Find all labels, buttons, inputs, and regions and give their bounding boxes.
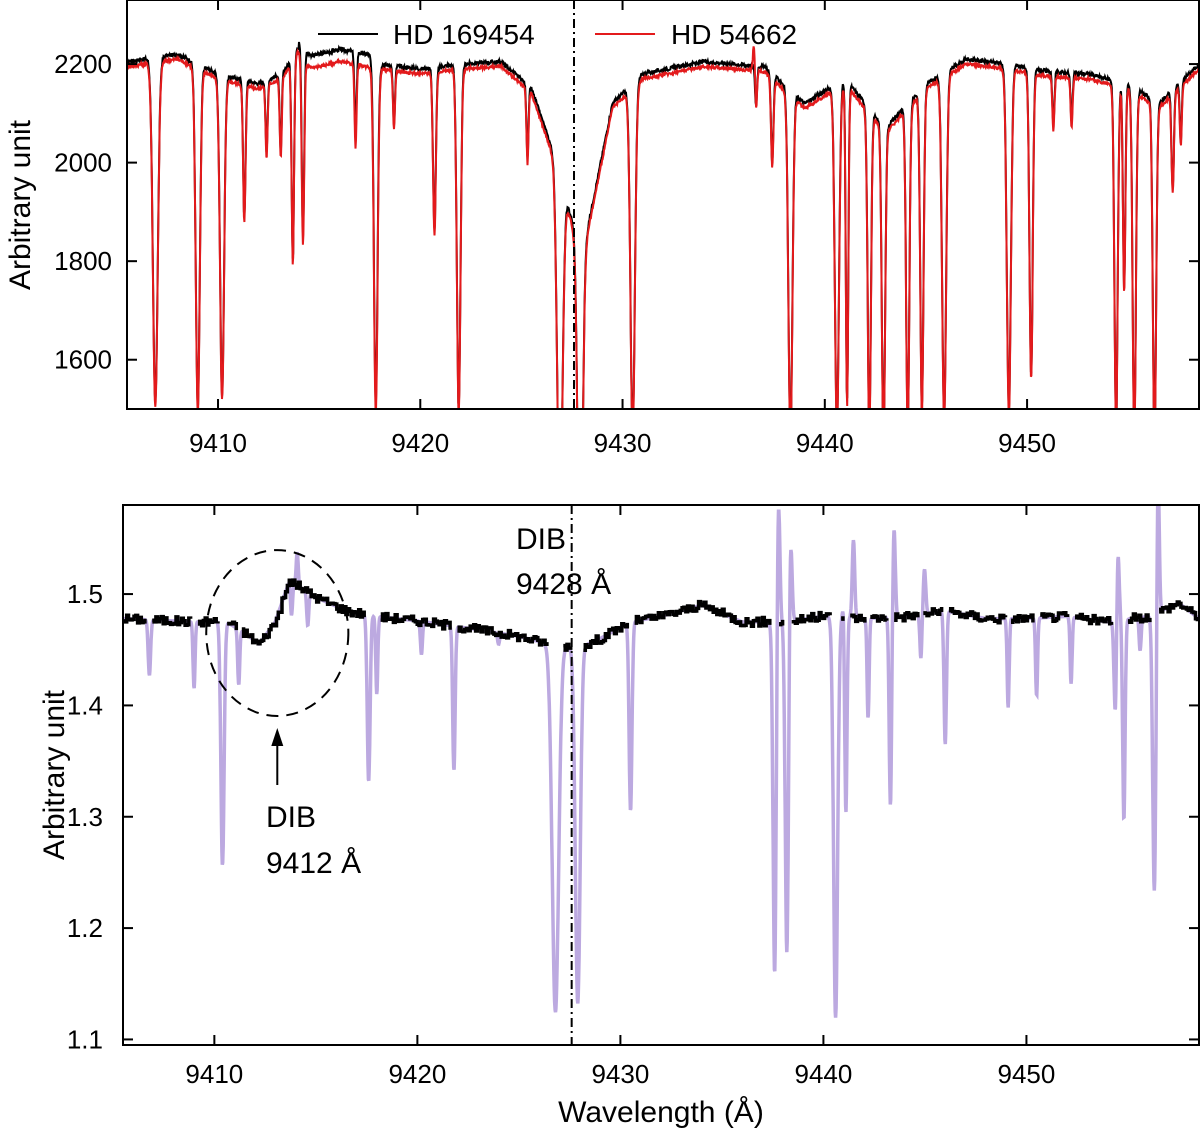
x-tick-label: 9430 (594, 428, 652, 458)
top-plot-area (127, 0, 1199, 409)
y-tick-label: 1.3 (67, 802, 103, 832)
x-tick-label: 9430 (591, 1059, 649, 1089)
bottom-divided-spectrum-line (123, 578, 1199, 652)
x-tick-label: 9420 (391, 428, 449, 458)
bottom-telluric-line (123, 505, 1199, 1018)
x-tick-label: 9450 (998, 1059, 1056, 1089)
dib-9412-circle (205, 549, 350, 717)
top-series-hd54662-line (127, 46, 1199, 409)
dib-9412-label-line1: DIB (266, 801, 316, 834)
y-tick-label: 1.2 (67, 913, 103, 943)
y-tick-label: 1.5 (67, 579, 103, 609)
x-tick-label: 9410 (185, 1059, 243, 1089)
top-x-ticks: 9410 9420 9430 9440 9450 (189, 0, 1056, 458)
x-tick-label: 9440 (794, 1059, 852, 1089)
bottom-y-ticks: 1.1 1.2 1.3 1.4 1.5 (67, 579, 1199, 1054)
dib-9428-label-line1: DIB (516, 523, 566, 556)
y-tick-label: 1600 (54, 345, 112, 375)
y-tick-label: 2000 (54, 148, 112, 178)
top-y-ticks: 1600 1800 2000 2200 (54, 49, 1199, 375)
dib-9428-label-line2: 9428 Å (516, 568, 611, 601)
y-tick-label: 1800 (54, 246, 112, 276)
top-y-axis-label: Arbitrary unit (4, 119, 37, 290)
y-tick-label: 1.1 (67, 1024, 103, 1054)
dib-9412-arrowhead (271, 727, 284, 746)
dib-9428-annotation: DIB 9428 Å (516, 523, 611, 601)
x-tick-label: 9450 (998, 428, 1056, 458)
top-legend: HD 169454 HD 54662 (318, 19, 797, 50)
top-panel: 1600 1800 2000 2200 9410 9420 9430 9440 9450 Ar… (4, 0, 1200, 458)
bottom-x-ticks: 9410 9420 9430 9440 9450 (185, 505, 1055, 1089)
bottom-panel: 1.1 1.2 1.3 1.4 1.5 9410 9420 9430 9440 9450 Arb… (38, 504, 1200, 1129)
top-axes-frame (126, 0, 1200, 410)
dib-9412-label-line2: 9412 Å (266, 847, 361, 880)
bottom-x-axis-label: Wavelength (Å) (558, 1096, 764, 1129)
legend-label-hd169454: HD 169454 (393, 19, 535, 50)
bottom-axes-frame (122, 504, 1200, 1046)
bottom-plot-area (123, 505, 1199, 1045)
legend-label-hd54662: HD 54662 (671, 19, 797, 50)
y-tick-label: 1.4 (67, 690, 103, 720)
x-tick-label: 9410 (189, 428, 247, 458)
y-tick-label: 2200 (54, 49, 112, 79)
x-tick-label: 9440 (796, 428, 854, 458)
x-tick-label: 9420 (388, 1059, 446, 1089)
dib-9412-annotation: DIB 9412 Å (266, 727, 361, 880)
bottom-y-axis-label: Arbitrary unit (38, 689, 71, 860)
top-series-hd169454-line (127, 41, 1199, 409)
